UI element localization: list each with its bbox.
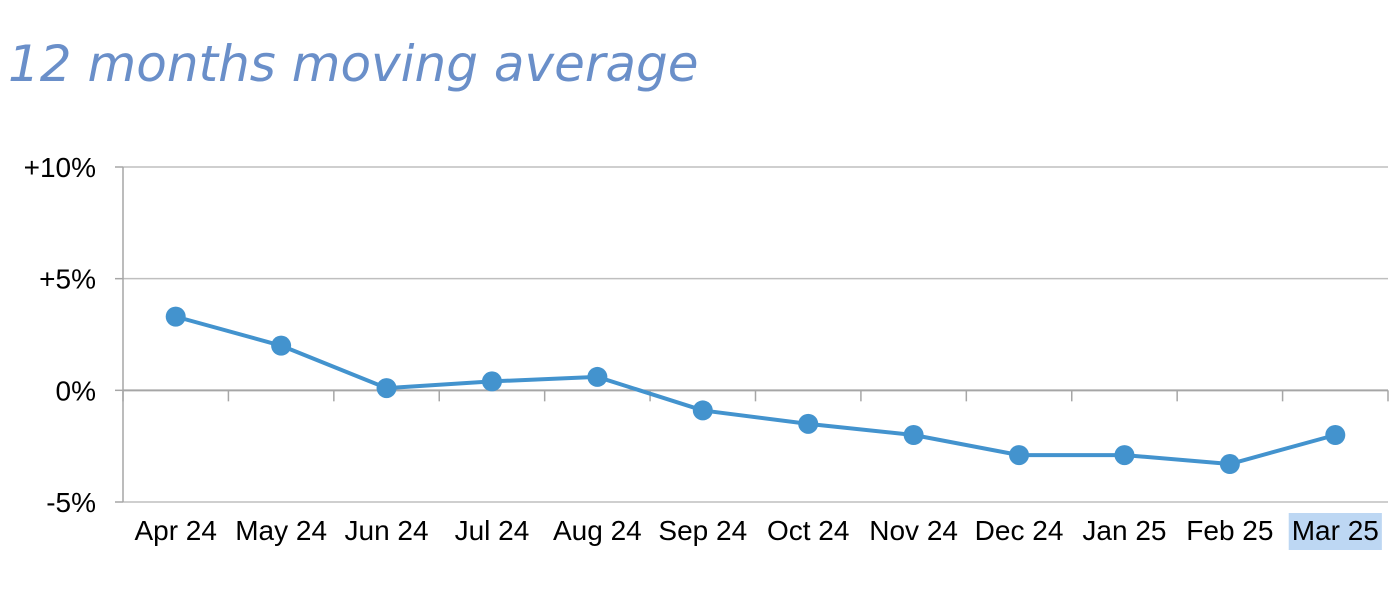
y-tick-label: -5% (46, 487, 96, 518)
series (165, 306, 1346, 475)
data-point (481, 371, 502, 392)
data-point (692, 400, 713, 421)
x-tick-label: May 24 (235, 515, 327, 546)
x-tick-label-highlight (1288, 513, 1382, 550)
x-tick-label: Jun 24 (345, 515, 429, 546)
data-point (1219, 454, 1240, 475)
x-tick-label: Mar 25 (1292, 515, 1379, 546)
x-tick-label: Apr 24 (134, 515, 217, 546)
data-point (165, 306, 186, 327)
data-point (587, 366, 608, 387)
data-point (1114, 445, 1135, 466)
y-tick-labels: +10% +5% 0% -5% (24, 152, 96, 518)
x-tick-label: Oct 24 (767, 515, 849, 546)
x-tick-label: Jan 25 (1082, 515, 1166, 546)
data-point (376, 378, 397, 399)
y-tick-label: +10% (24, 152, 96, 183)
gridlines (123, 166, 1388, 503)
x-tick-label: Jul 24 (455, 515, 530, 546)
x-tick-label: Nov 24 (869, 515, 958, 546)
y-tick-label: 0% (56, 375, 96, 406)
axes (115, 166, 1389, 503)
data-point (271, 335, 292, 356)
x-tick-labels: Apr 24 May 24 Jun 24 Jul 24 Aug 24 Sep 24 Oct … (134, 515, 1378, 546)
data-point (798, 413, 819, 434)
x-tick-label: Feb 25 (1186, 515, 1273, 546)
x-tick-label: Aug 24 (553, 515, 642, 546)
y-tick-label: +5% (39, 264, 96, 295)
chart-title: 12 months moving average (8, 35, 699, 93)
series-line (175, 314, 1336, 467)
data-point (903, 425, 924, 445)
x-tick-label: Dec 24 (975, 515, 1064, 546)
category-highlight (1288, 513, 1382, 550)
data-point (1009, 445, 1030, 466)
data-point (1325, 425, 1346, 445)
x-tick-label: Sep 24 (658, 515, 747, 546)
